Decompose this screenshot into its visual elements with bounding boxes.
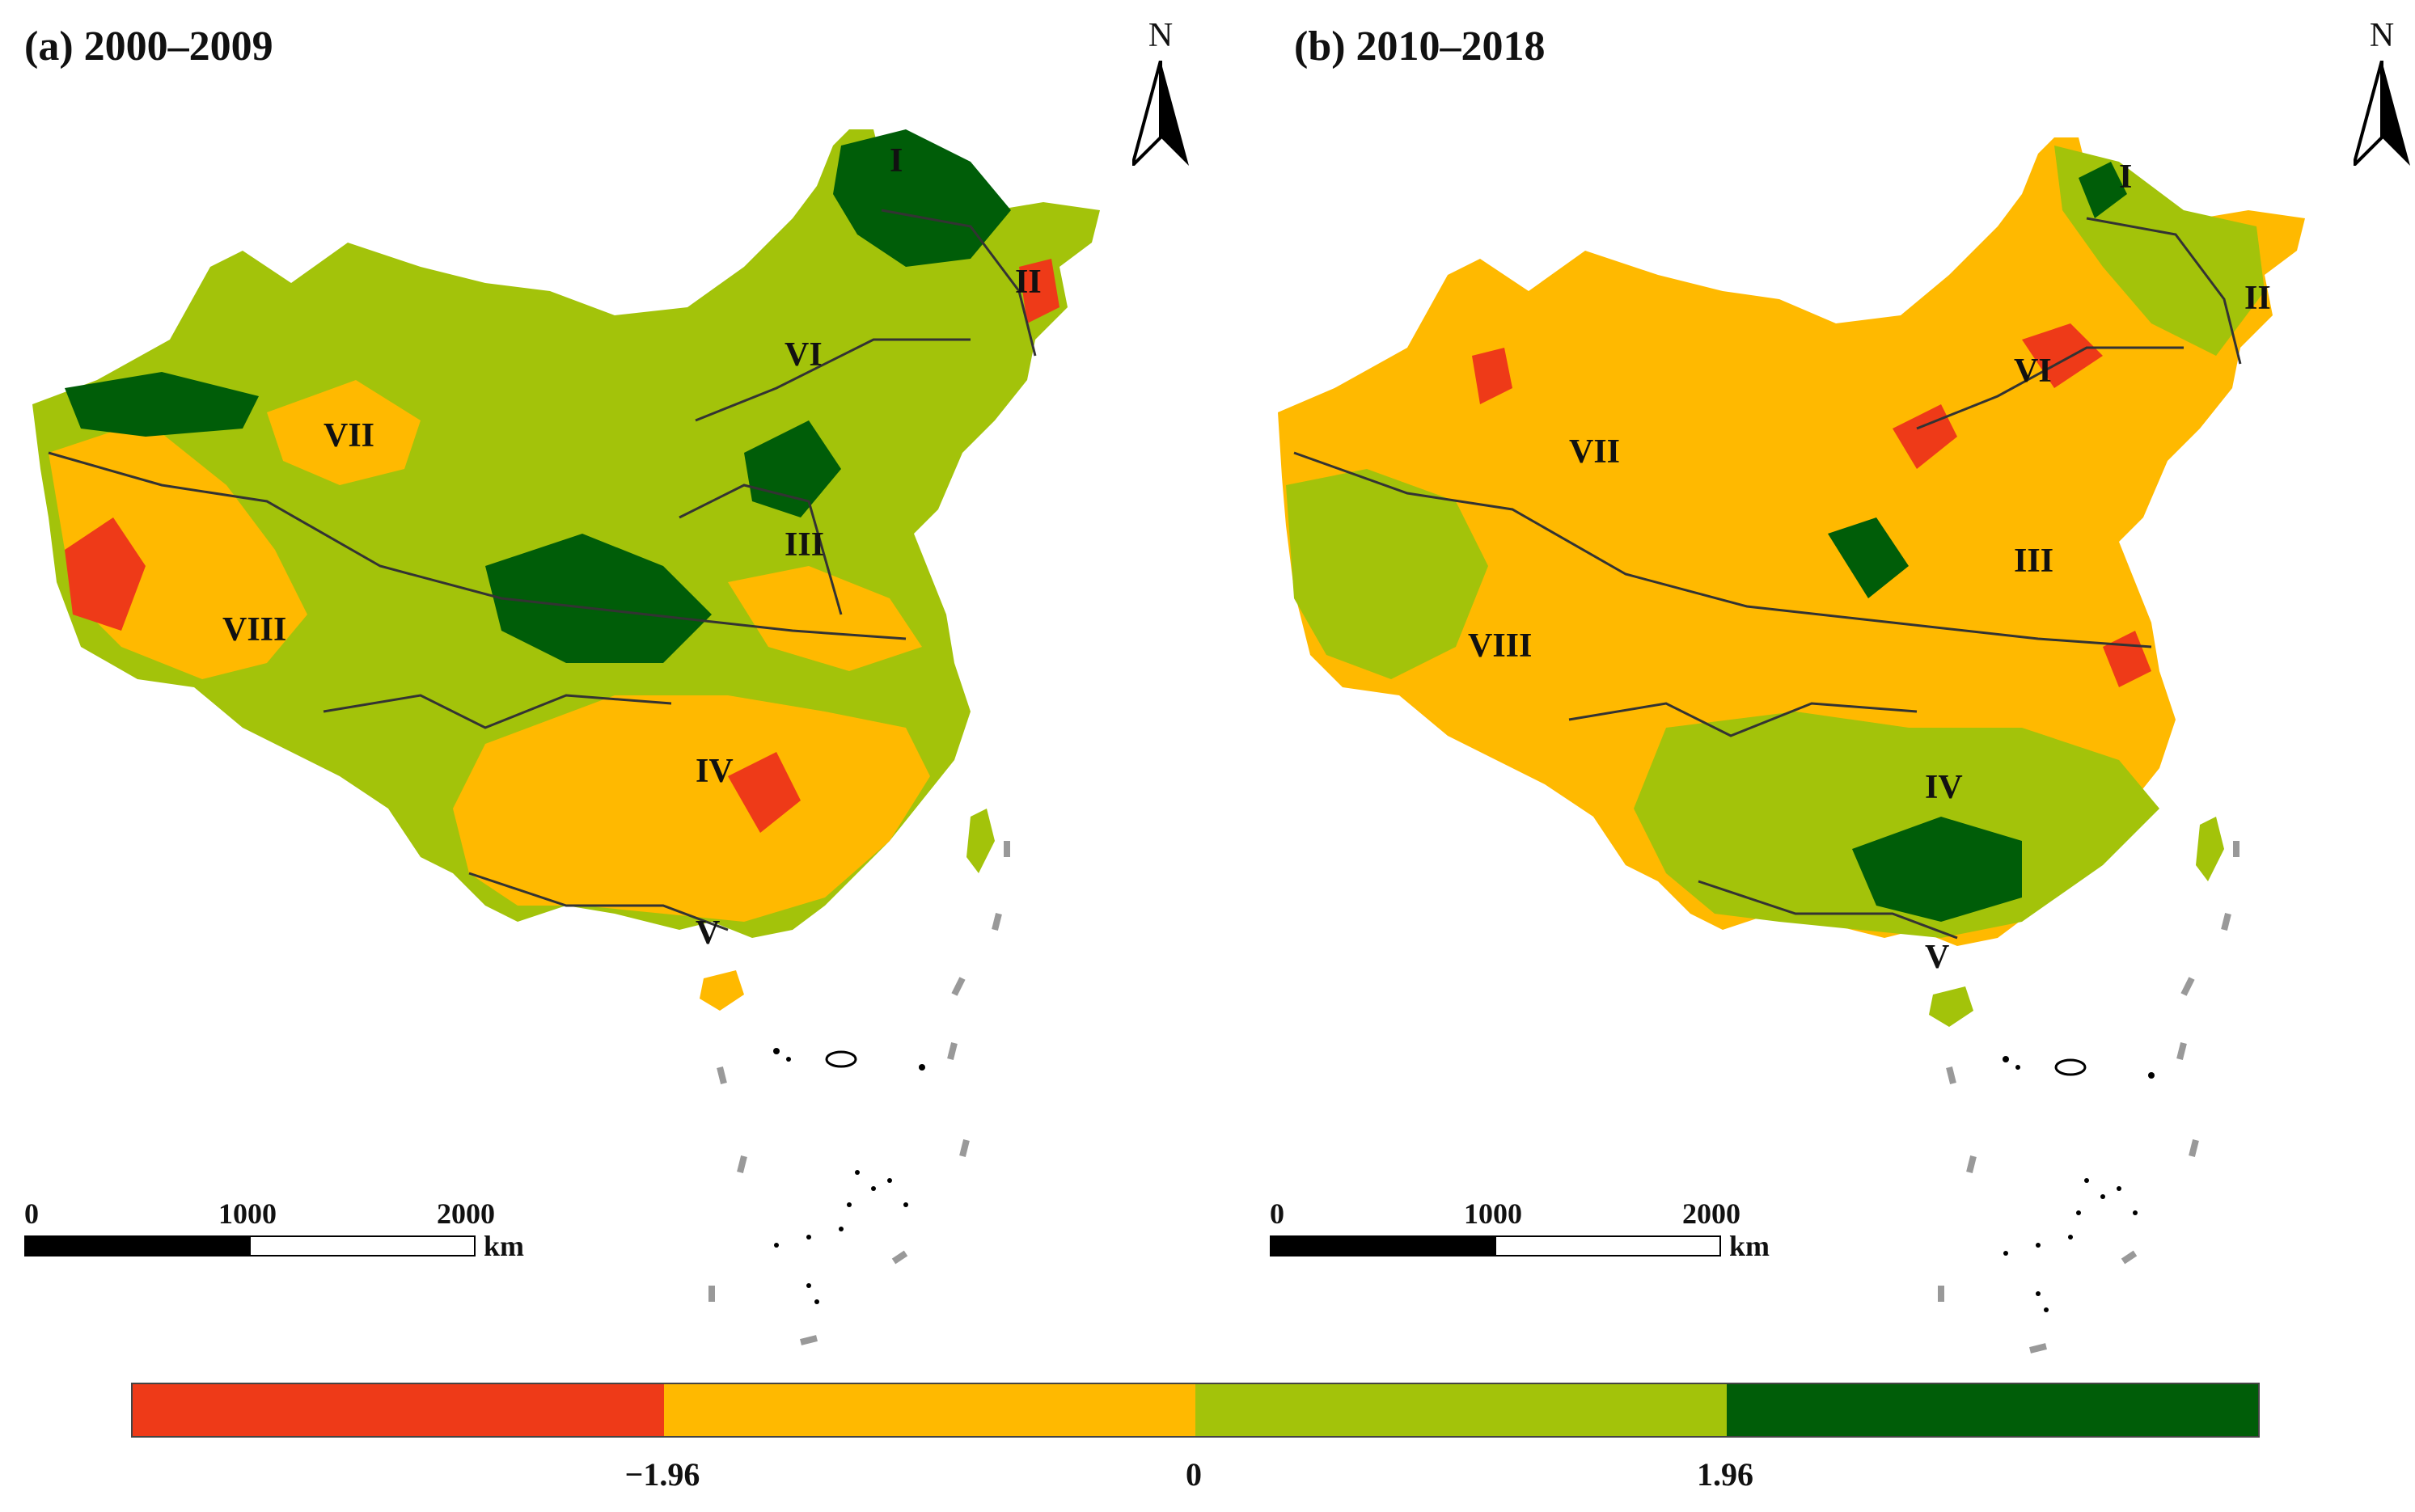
north-label: N: [1148, 17, 1174, 54]
scale-segment-white: [1495, 1235, 1721, 1256]
red-patch-tibet: [65, 517, 146, 631]
region-label-IV: IV: [696, 753, 734, 790]
north-arrow: N: [1124, 16, 1197, 166]
green-area-west: [1286, 469, 1488, 679]
orange-area-northwest: [267, 380, 421, 485]
south-china-sea-dashes: [708, 841, 1010, 1345]
scale-segment-black: [1270, 1235, 1496, 1256]
region-boundary-line: [468, 872, 729, 931]
legend-tick-label: 1.96: [1697, 1456, 1753, 1493]
scale-tick: 1000: [218, 1197, 277, 1230]
region-boundary-line: [695, 338, 971, 422]
taiwan-island: [2196, 817, 2224, 881]
region-boundary-line: [679, 484, 843, 615]
taiwan-island: [966, 809, 995, 873]
panel-b: (b) 2010–2018 N: [1246, 0, 2415, 1358]
region-label-III: III: [2014, 543, 2054, 580]
region-label-II: II: [1015, 264, 1042, 301]
region-label-VI: VI: [2014, 353, 2052, 390]
legend-swatch-red: [133, 1384, 664, 1436]
green-area-south: [1634, 712, 2159, 938]
north-arrow-icon: [2354, 61, 2410, 166]
red-patch-inner-mongolia: [1893, 404, 1957, 469]
region-label-V: V: [696, 914, 721, 952]
region-boundary-line: [323, 694, 672, 729]
red-patch-ne: [2022, 323, 2103, 388]
south-china-sea-dashes: [1938, 841, 2239, 1354]
dark-green-northeast: [833, 129, 1011, 267]
region-boundary-line: [1916, 346, 2184, 430]
region-label-IV: IV: [1925, 769, 1963, 806]
scale-segment-black: [24, 1235, 251, 1256]
scale-bar: 0 1000 2000 km: [1270, 1197, 1787, 1286]
scale-tick: 1000: [1464, 1197, 1522, 1230]
south-china-sea-islands: [2003, 1056, 2155, 1312]
region-label-I: I: [890, 142, 903, 179]
map-canvas-a: [32, 129, 1100, 1345]
panel-title: (a) 2000–2009: [24, 23, 273, 70]
region-boundary-line: [1568, 702, 1918, 737]
dark-green-central: [1828, 517, 1909, 598]
map-canvas-b: [1278, 137, 2305, 1354]
region-boundary-line: [1293, 451, 2152, 648]
region-boundary-line: [48, 451, 907, 640]
region-label-V: V: [1925, 939, 1950, 976]
hainan-island: [700, 970, 744, 1011]
dark-green-central: [485, 534, 712, 663]
scale-unit: km: [1729, 1230, 1770, 1262]
region-label-I: I: [2119, 158, 2133, 196]
legend-tick-label: −1.96: [624, 1456, 700, 1493]
scale-tick: 0: [24, 1197, 39, 1230]
region-boundary-line: [1698, 880, 1958, 940]
panel-title: (b) 2010–2018: [1294, 23, 1546, 70]
scale-bar: 0 1000 2000 km: [24, 1197, 542, 1286]
legend-tick-label: 0: [1186, 1456, 1202, 1493]
red-patch-south: [728, 752, 801, 833]
color-legend: [131, 1383, 2260, 1438]
south-china-sea-islands: [773, 1048, 925, 1304]
region-label-VIII: VIII: [1468, 627, 1533, 665]
region-boundary-line: [881, 209, 1037, 357]
north-label: N: [2369, 17, 2395, 54]
orange-area-south: [453, 695, 930, 922]
region-label-VI: VI: [785, 336, 823, 374]
hainan-island: [1929, 986, 1973, 1027]
scale-tick: 2000: [437, 1197, 495, 1230]
dark-green-hexi: [744, 420, 841, 517]
scale-tick: 2000: [1682, 1197, 1740, 1230]
legend-swatch-dark-green: [1727, 1384, 2258, 1436]
scale-unit: km: [484, 1230, 525, 1262]
dark-green-ne: [2079, 162, 2127, 218]
red-patch-xinjiang: [1472, 348, 1512, 404]
legend-swatch-orange: [664, 1384, 1195, 1436]
legend-swatch-light-green: [1195, 1384, 1727, 1436]
north-arrow: N: [2345, 16, 2415, 166]
dark-green-north: [65, 372, 259, 437]
orange-area-east: [728, 566, 922, 671]
region-label-VII: VII: [1569, 433, 1621, 471]
region-label-III: III: [785, 526, 825, 564]
panel-a: (a) 2000–2009 N: [0, 0, 1208, 1358]
north-arrow-icon: [1132, 61, 1189, 166]
dark-green-south: [1852, 817, 2022, 922]
scale-segment-white: [249, 1235, 476, 1256]
region-label-VII: VII: [324, 417, 375, 454]
region-label-VIII: VIII: [222, 611, 287, 648]
region-label-II: II: [2244, 280, 2271, 317]
red-patch-ne: [1019, 259, 1059, 323]
region-boundary-line: [2086, 217, 2242, 365]
scale-tick: 0: [1270, 1197, 1284, 1230]
